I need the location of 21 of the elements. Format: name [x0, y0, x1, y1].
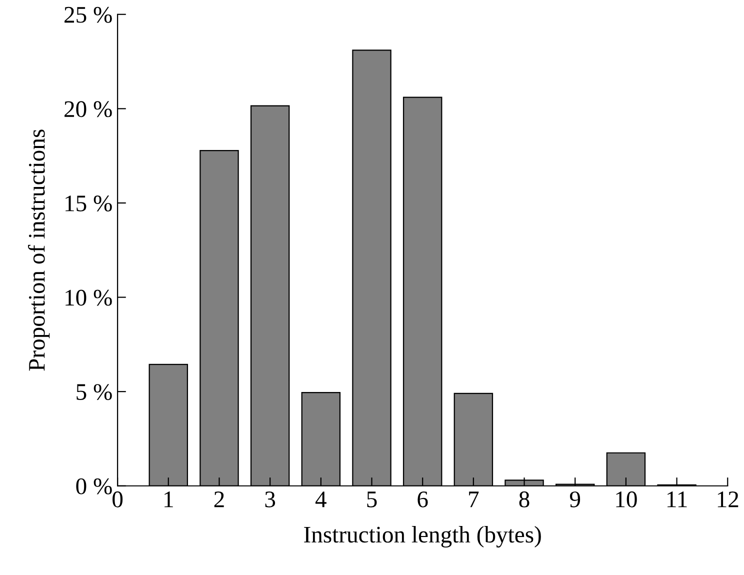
x-tick-label: 5	[367, 492, 377, 508]
y-tick-label: 0 %	[76, 478, 112, 494]
x-tick-label: 11	[668, 492, 687, 508]
y-tick-label: 25 %	[64, 6, 112, 23]
x-tick-label: 4	[315, 492, 326, 508]
x-axis-title: Instruction length (bytes)	[304, 526, 541, 548]
x-tick-label: 1	[164, 492, 173, 508]
x-tick-label: 0	[112, 491, 123, 508]
x-tick-label: 2	[214, 491, 224, 508]
x-tick-label: 3	[265, 491, 276, 508]
y-tick-label: 15 %	[66, 195, 112, 212]
x-tick-label: 12	[718, 491, 738, 508]
x-tick-label: 8	[519, 491, 530, 508]
x-tick-label: 6	[418, 491, 428, 508]
x-tick-label: 10	[616, 491, 637, 508]
x-tick-label: 9	[570, 491, 580, 508]
y-tick-label: 5 %	[76, 384, 112, 400]
y-tick-label: 20 %	[64, 101, 112, 118]
x-tick-label: 7	[469, 492, 479, 508]
y-tick-label: 10 %	[66, 290, 112, 306]
y-axis-title: Proportion of instructions	[28, 130, 50, 371]
